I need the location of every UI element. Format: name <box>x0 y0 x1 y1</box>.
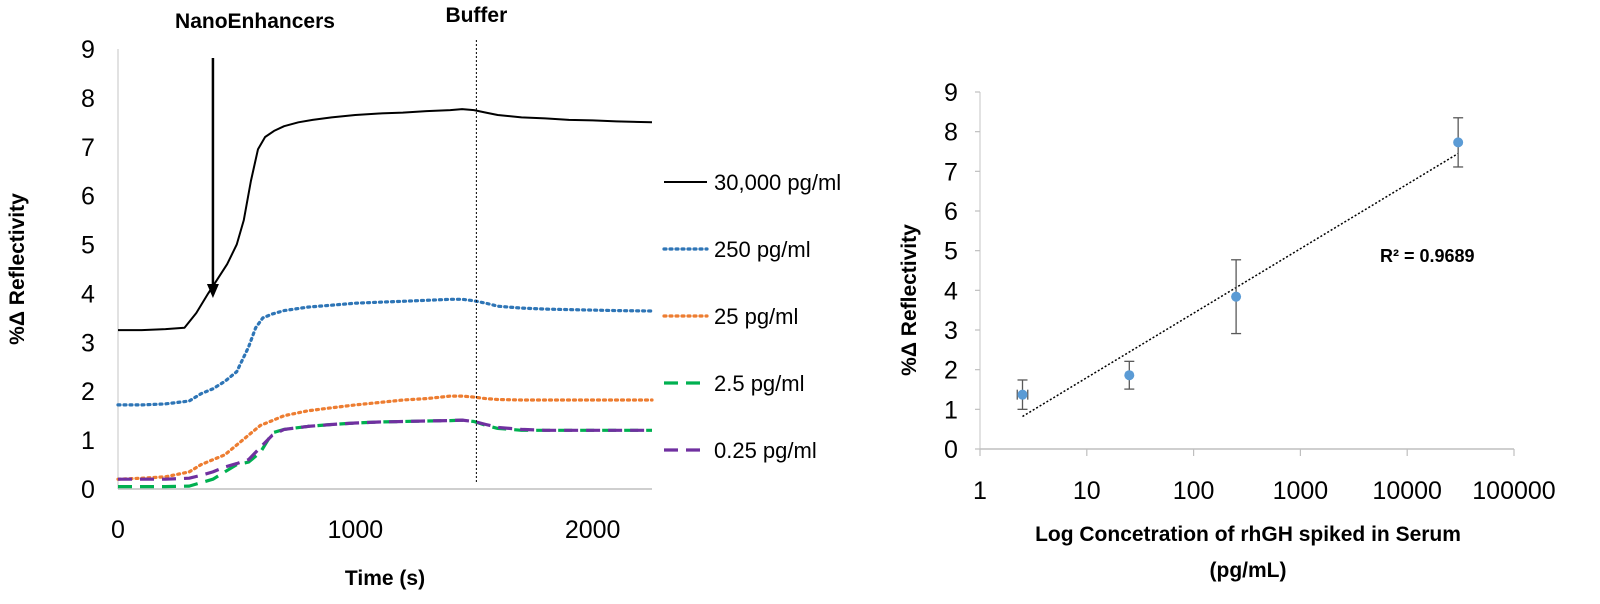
right-y-tick-label: 7 <box>944 158 958 186</box>
series-line-4 <box>118 418 652 481</box>
left-x-tick-label: 2000 <box>565 516 621 544</box>
data-point-3 <box>1453 137 1464 148</box>
right-y-tick-label: 4 <box>944 277 958 305</box>
legend-label-0: 30,000 pg/ml <box>714 170 841 195</box>
right-x-tick-label: 100000 <box>1472 477 1555 505</box>
left-x-ticks: 0 1000 2000 <box>111 516 620 544</box>
right-x-tick-label: 10 <box>1073 477 1101 505</box>
series-line-2 <box>116 394 654 481</box>
left-y-tick-label: 5 <box>81 232 95 260</box>
right-x-tick-label: 100 <box>1173 477 1215 505</box>
right-x-axis-title-line1: Log Concetration of rhGH spiked in Serum <box>1035 523 1461 546</box>
left-y-tick-label: 2 <box>81 378 95 406</box>
nanoenhancers-annotation: NanoEnhancers <box>175 10 335 33</box>
right-y-ticks: 0 1 2 3 4 5 6 7 8 9 <box>944 79 980 464</box>
right-y-tick-label: 5 <box>944 238 958 266</box>
left-legend: 30,000 pg/ml 250 pg/ml 25 pg/ml 2.5 pg/ml 0.… <box>662 170 841 463</box>
right-x-tick-label: 1 <box>973 477 987 505</box>
data-point-1 <box>1124 370 1135 381</box>
left-y-tick-label: 1 <box>81 427 95 455</box>
left-y-tick-label: 7 <box>81 134 95 162</box>
right-y-tick-label: 8 <box>944 119 958 147</box>
left-y-tick-label: 0 <box>81 476 95 504</box>
data-point-0 <box>1017 389 1028 400</box>
right-y-tick-label: 0 <box>944 436 958 464</box>
right-x-ticks: 1 10 100 1000 10000 100000 <box>973 449 1556 505</box>
data-point-2 <box>1231 291 1242 302</box>
left-y-tick-label: 8 <box>81 85 95 113</box>
right-y-tick-label: 1 <box>944 396 958 424</box>
legend-label-4: 0.25 pg/ml <box>714 438 817 463</box>
legend-label-2: 25 pg/ml <box>714 304 798 329</box>
left-y-ticks: 0 1 2 3 4 5 6 7 8 9 <box>81 36 95 504</box>
left-y-tick-label: 6 <box>81 183 95 211</box>
right-y-tick-label: 6 <box>944 198 958 226</box>
time-course-chart: 0 1 2 3 4 5 6 7 8 9 0 1000 2000 Buffer NanoEnhancer… <box>6 4 841 590</box>
right-y-tick-label: 9 <box>944 79 958 107</box>
series-line-1 <box>116 297 654 407</box>
left-y-tick-label: 3 <box>81 329 95 357</box>
right-y-tick-label: 3 <box>944 317 958 345</box>
trendline <box>1022 152 1459 418</box>
left-y-tick-label: 9 <box>81 36 95 64</box>
right-x-tick-label: 10000 <box>1372 477 1442 505</box>
right-y-tick-label: 2 <box>944 357 958 385</box>
left-y-axis-title: %Δ Reflectivity <box>6 193 29 345</box>
left-y-tick-label: 4 <box>81 280 95 308</box>
left-x-tick-label: 1000 <box>328 516 384 544</box>
right-x-tick-label: 1000 <box>1273 477 1329 505</box>
nanoenhancers-arrowhead <box>206 284 219 298</box>
legend-label-3: 2.5 pg/ml <box>714 371 805 396</box>
r-squared-label: R² = 0.9689 <box>1380 246 1475 266</box>
series-line-0 <box>118 108 653 332</box>
buffer-annotation: Buffer <box>445 4 507 27</box>
right-x-axis-title-line2: (pg/mL) <box>1210 559 1287 582</box>
legend-label-1: 250 pg/ml <box>714 237 811 262</box>
left-x-tick-label: 0 <box>111 516 125 544</box>
left-x-axis-title: Time (s) <box>345 567 425 590</box>
left-series-group <box>116 108 654 489</box>
right-y-axis-title: %Δ Reflectivity <box>898 224 921 376</box>
right-data-points <box>1016 117 1464 410</box>
